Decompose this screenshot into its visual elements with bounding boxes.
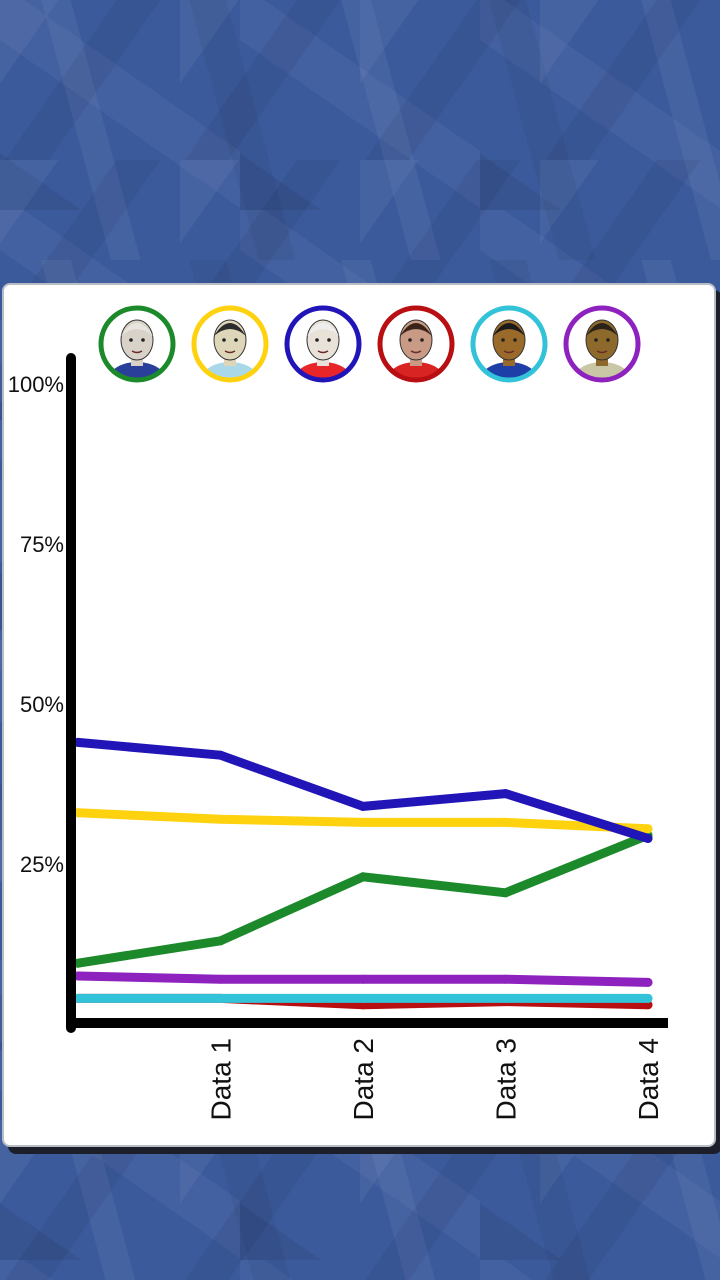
legend-ring (470, 305, 548, 383)
legend-ring (191, 305, 269, 383)
chart-axes (66, 353, 668, 1033)
series-1-point (643, 833, 653, 843)
candidate-cyan-portrait-icon (470, 305, 548, 383)
candidate-purple-portrait-icon (563, 305, 641, 383)
x-tick-label: Data 1 (206, 1038, 237, 1121)
series-3-point (216, 936, 225, 946)
candidate-green-portrait-icon (98, 305, 176, 383)
y-tick-label: 100% (8, 372, 64, 397)
series-4-point (643, 977, 653, 987)
candidate-legend (98, 305, 641, 383)
legend-ring (98, 305, 176, 383)
legend-ring (377, 305, 455, 383)
series-line-3 (73, 830, 653, 968)
candidate-blue-portrait-icon (284, 305, 362, 383)
series-4-point (216, 974, 225, 984)
series-1-point (501, 789, 510, 799)
candidate-yellow-portrait-icon (191, 305, 269, 383)
candidate-red-portrait-icon (377, 305, 455, 383)
legend-ring (563, 305, 641, 383)
x-tick-labels: Data 1 Data 2 Data 3 Data 4 (206, 1038, 665, 1121)
series-1-point (216, 750, 225, 760)
series-3-point (358, 872, 368, 882)
x-tick-label: Data 4 (633, 1038, 664, 1121)
series-2-point (643, 824, 653, 834)
series-5-point (643, 993, 653, 1003)
y-tick-label: 25% (20, 852, 64, 877)
legend-ring (284, 305, 362, 383)
y-tick-label: 75% (20, 532, 64, 557)
series-2-point (216, 814, 225, 824)
series-3-point (501, 888, 510, 898)
series-5-point (216, 993, 225, 1003)
series-4-point (501, 974, 510, 984)
chart-lines (73, 737, 653, 1010)
series-2-point (358, 817, 368, 827)
x-tick-label: Data 3 (491, 1038, 522, 1121)
series-4-point (358, 974, 368, 984)
series-5-point (358, 993, 368, 1003)
series-2-point (501, 817, 510, 827)
series-5-point (501, 993, 510, 1003)
y-tick-label: 50% (20, 692, 64, 717)
x-tick-label: Data 2 (348, 1038, 379, 1121)
y-tick-labels: 100% 75% 50% 25% (8, 372, 64, 877)
series-1-point (358, 801, 368, 811)
